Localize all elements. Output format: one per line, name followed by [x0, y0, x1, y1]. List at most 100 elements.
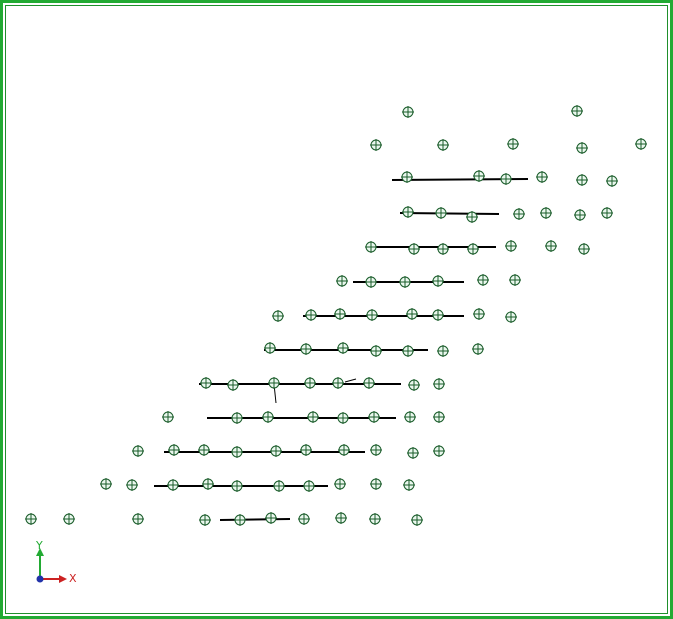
node-marker-icon[interactable]	[437, 345, 449, 357]
coordinate-triad: Y X	[35, 539, 77, 585]
node-marker-icon[interactable]	[332, 377, 344, 389]
edge-segment[interactable]	[219, 518, 291, 521]
node-marker-icon[interactable]	[402, 206, 414, 218]
node-marker-icon[interactable]	[363, 377, 375, 389]
node-marker-icon[interactable]	[268, 377, 280, 389]
node-marker-icon[interactable]	[507, 138, 519, 150]
node-marker-icon[interactable]	[571, 105, 583, 117]
node-marker-icon[interactable]	[601, 207, 613, 219]
node-marker-icon[interactable]	[635, 138, 647, 150]
node-marker-icon[interactable]	[200, 377, 212, 389]
node-marker-icon[interactable]	[404, 411, 416, 423]
node-marker-icon[interactable]	[126, 479, 138, 491]
node-marker-icon[interactable]	[338, 444, 350, 456]
node-marker-icon[interactable]	[264, 342, 276, 354]
node-marker-icon[interactable]	[369, 513, 381, 525]
node-marker-icon[interactable]	[370, 478, 382, 490]
node-marker-icon[interactable]	[402, 106, 414, 118]
node-marker-icon[interactable]	[408, 243, 420, 255]
node-marker-icon[interactable]	[370, 345, 382, 357]
node-marker-icon[interactable]	[198, 444, 210, 456]
node-marker-icon[interactable]	[472, 343, 484, 355]
node-marker-icon[interactable]	[473, 170, 485, 182]
node-marker-icon[interactable]	[403, 479, 415, 491]
node-marker-icon[interactable]	[307, 411, 319, 423]
node-marker-icon[interactable]	[433, 445, 445, 457]
node-marker-icon[interactable]	[265, 512, 277, 524]
node-marker-icon[interactable]	[433, 378, 445, 390]
node-marker-icon[interactable]	[437, 243, 449, 255]
node-marker-icon[interactable]	[167, 479, 179, 491]
node-marker-icon[interactable]	[168, 444, 180, 456]
node-marker-icon[interactable]	[132, 513, 144, 525]
node-marker-icon[interactable]	[334, 478, 346, 490]
edge-segment[interactable]	[399, 212, 500, 215]
node-marker-icon[interactable]	[231, 480, 243, 492]
node-marker-icon[interactable]	[100, 478, 112, 490]
node-marker-icon[interactable]	[509, 274, 521, 286]
node-marker-icon[interactable]	[576, 142, 588, 154]
node-marker-icon[interactable]	[437, 139, 449, 151]
node-marker-icon[interactable]	[132, 445, 144, 457]
node-marker-icon[interactable]	[337, 412, 349, 424]
node-marker-icon[interactable]	[227, 379, 239, 391]
node-marker-icon[interactable]	[304, 377, 316, 389]
node-marker-icon[interactable]	[402, 345, 414, 357]
node-marker-icon[interactable]	[231, 412, 243, 424]
node-marker-icon[interactable]	[234, 514, 246, 526]
node-marker-icon[interactable]	[365, 276, 377, 288]
node-marker-icon[interactable]	[513, 208, 525, 220]
node-marker-icon[interactable]	[606, 175, 618, 187]
node-marker-icon[interactable]	[536, 171, 548, 183]
node-marker-icon[interactable]	[305, 309, 317, 321]
node-marker-icon[interactable]	[273, 480, 285, 492]
node-marker-icon[interactable]	[466, 211, 478, 223]
node-marker-icon[interactable]	[300, 444, 312, 456]
node-marker-icon[interactable]	[231, 446, 243, 458]
node-marker-icon[interactable]	[370, 139, 382, 151]
node-marker-icon[interactable]	[411, 514, 423, 526]
node-marker-icon[interactable]	[335, 512, 347, 524]
node-marker-icon[interactable]	[576, 174, 588, 186]
node-marker-icon[interactable]	[298, 513, 310, 525]
node-marker-icon[interactable]	[199, 514, 211, 526]
node-marker-icon[interactable]	[432, 275, 444, 287]
node-marker-icon[interactable]	[540, 207, 552, 219]
node-marker-icon[interactable]	[500, 173, 512, 185]
node-marker-icon[interactable]	[202, 478, 214, 490]
viewport-inner-border	[5, 5, 668, 614]
node-marker-icon[interactable]	[366, 309, 378, 321]
node-marker-icon[interactable]	[435, 207, 447, 219]
node-marker-icon[interactable]	[574, 209, 586, 221]
node-marker-icon[interactable]	[303, 480, 315, 492]
node-marker-icon[interactable]	[473, 308, 485, 320]
node-marker-icon[interactable]	[300, 343, 312, 355]
node-marker-icon[interactable]	[406, 308, 418, 320]
node-marker-icon[interactable]	[408, 379, 420, 391]
node-marker-icon[interactable]	[432, 309, 444, 321]
node-marker-icon[interactable]	[272, 310, 284, 322]
node-marker-icon[interactable]	[578, 243, 590, 255]
node-marker-icon[interactable]	[162, 411, 174, 423]
node-marker-icon[interactable]	[337, 342, 349, 354]
node-marker-icon[interactable]	[467, 243, 479, 255]
node-marker-icon[interactable]	[262, 411, 274, 423]
node-marker-icon[interactable]	[399, 276, 411, 288]
node-marker-icon[interactable]	[401, 171, 413, 183]
node-marker-icon[interactable]	[505, 240, 517, 252]
node-marker-icon[interactable]	[336, 275, 348, 287]
node-marker-icon[interactable]	[545, 240, 557, 252]
node-marker-icon[interactable]	[270, 445, 282, 457]
node-marker-icon[interactable]	[365, 241, 377, 253]
node-marker-icon[interactable]	[334, 308, 346, 320]
node-marker-icon[interactable]	[433, 411, 445, 423]
node-marker-icon[interactable]	[368, 411, 380, 423]
node-marker-icon[interactable]	[407, 447, 419, 459]
node-marker-icon[interactable]	[477, 274, 489, 286]
node-marker-icon[interactable]	[505, 311, 517, 323]
node-marker-icon[interactable]	[63, 513, 75, 525]
node-marker-icon[interactable]	[25, 513, 37, 525]
edge-fragment[interactable]	[344, 378, 357, 383]
node-marker-icon[interactable]	[370, 444, 382, 456]
